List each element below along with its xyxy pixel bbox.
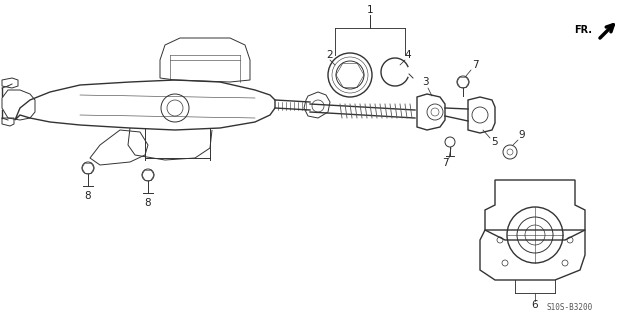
Text: 5: 5 bbox=[492, 137, 499, 147]
Text: S10S-B3200: S10S-B3200 bbox=[547, 303, 593, 313]
Text: 3: 3 bbox=[422, 77, 428, 87]
Text: 9: 9 bbox=[518, 130, 525, 140]
Text: FR.: FR. bbox=[574, 25, 592, 35]
Text: 7: 7 bbox=[472, 60, 478, 70]
Text: 6: 6 bbox=[532, 300, 538, 310]
Text: 7: 7 bbox=[442, 158, 448, 168]
Text: 8: 8 bbox=[145, 198, 151, 208]
Text: 8: 8 bbox=[84, 191, 92, 201]
Text: 2: 2 bbox=[326, 50, 333, 60]
Text: 1: 1 bbox=[367, 5, 373, 15]
Text: 4: 4 bbox=[404, 50, 412, 60]
